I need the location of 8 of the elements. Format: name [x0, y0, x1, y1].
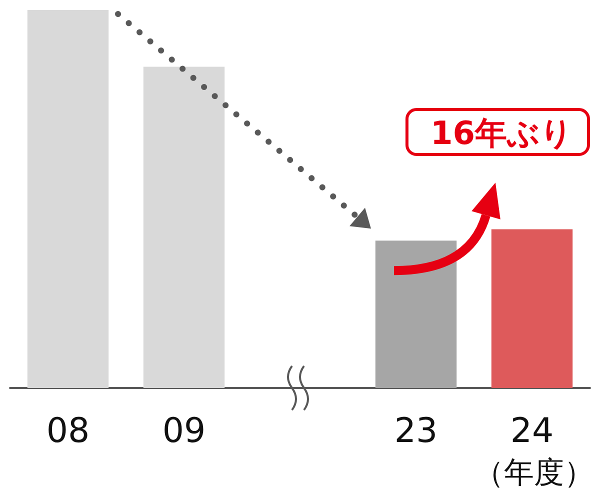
bar [491, 229, 573, 388]
x-tick-label: 23 [394, 411, 438, 451]
x-tick-label: 24 [510, 411, 554, 451]
bar [27, 10, 109, 388]
x-tick-label: 08 [46, 411, 90, 451]
x-tick-label: 09 [162, 411, 206, 451]
annotation: 16年ぶり [430, 114, 573, 152]
x-axis-title: （年度） [474, 456, 594, 490]
